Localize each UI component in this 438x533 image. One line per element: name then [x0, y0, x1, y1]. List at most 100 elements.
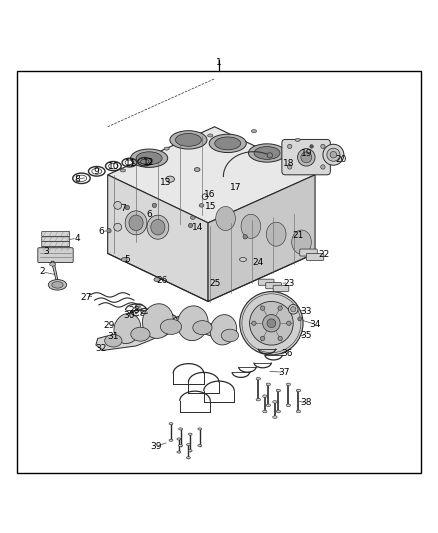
Text: 28: 28 — [128, 305, 140, 314]
Ellipse shape — [266, 404, 271, 407]
Ellipse shape — [251, 130, 257, 133]
Ellipse shape — [138, 306, 141, 308]
Ellipse shape — [177, 438, 181, 440]
Ellipse shape — [330, 151, 337, 158]
Ellipse shape — [114, 201, 122, 209]
Ellipse shape — [240, 257, 247, 262]
Ellipse shape — [129, 215, 143, 231]
Ellipse shape — [142, 304, 173, 338]
Ellipse shape — [193, 321, 212, 335]
Ellipse shape — [286, 404, 290, 407]
Text: 10: 10 — [108, 163, 119, 172]
FancyBboxPatch shape — [42, 246, 70, 251]
Ellipse shape — [287, 321, 291, 326]
Ellipse shape — [263, 314, 280, 332]
Ellipse shape — [169, 423, 173, 425]
Ellipse shape — [208, 134, 213, 137]
Text: 35: 35 — [300, 331, 312, 340]
Text: 12: 12 — [143, 158, 154, 167]
Ellipse shape — [263, 395, 267, 398]
Ellipse shape — [199, 204, 204, 207]
Text: 33: 33 — [300, 306, 312, 316]
Ellipse shape — [292, 230, 311, 254]
Ellipse shape — [216, 206, 235, 230]
Text: 16: 16 — [204, 190, 215, 199]
Ellipse shape — [298, 317, 302, 321]
FancyBboxPatch shape — [273, 285, 289, 292]
FancyBboxPatch shape — [42, 241, 70, 246]
Text: 13: 13 — [160, 177, 172, 187]
Ellipse shape — [107, 229, 111, 233]
Ellipse shape — [136, 152, 162, 165]
Ellipse shape — [261, 336, 265, 341]
FancyBboxPatch shape — [38, 248, 73, 263]
Ellipse shape — [131, 327, 150, 341]
Ellipse shape — [243, 235, 247, 239]
FancyBboxPatch shape — [306, 253, 324, 261]
Ellipse shape — [120, 169, 126, 172]
Ellipse shape — [194, 167, 200, 172]
Ellipse shape — [290, 306, 296, 312]
FancyBboxPatch shape — [266, 282, 282, 289]
Ellipse shape — [198, 428, 202, 430]
Ellipse shape — [210, 314, 237, 345]
Ellipse shape — [276, 389, 281, 392]
Ellipse shape — [135, 312, 137, 314]
Ellipse shape — [188, 433, 192, 435]
Polygon shape — [208, 175, 315, 302]
Text: 18: 18 — [283, 159, 295, 168]
Ellipse shape — [261, 306, 265, 310]
Ellipse shape — [256, 398, 261, 401]
Text: 1: 1 — [216, 58, 222, 67]
Ellipse shape — [286, 383, 290, 386]
Ellipse shape — [169, 439, 173, 441]
FancyBboxPatch shape — [42, 231, 70, 236]
Ellipse shape — [276, 410, 281, 413]
Text: 36: 36 — [281, 349, 293, 358]
Text: 34: 34 — [309, 320, 321, 329]
Text: 6: 6 — [98, 227, 104, 236]
Ellipse shape — [323, 144, 344, 165]
Text: 3: 3 — [44, 247, 49, 256]
Ellipse shape — [147, 215, 169, 239]
Ellipse shape — [52, 281, 63, 288]
Ellipse shape — [278, 306, 283, 310]
Text: 25: 25 — [209, 279, 220, 288]
Text: 8: 8 — [74, 175, 80, 184]
Ellipse shape — [166, 176, 174, 182]
Text: 27: 27 — [80, 293, 92, 302]
Text: 23: 23 — [283, 279, 294, 288]
Ellipse shape — [215, 137, 241, 150]
Ellipse shape — [125, 205, 130, 210]
Ellipse shape — [288, 165, 292, 169]
Ellipse shape — [288, 144, 292, 149]
Polygon shape — [108, 175, 208, 302]
Ellipse shape — [114, 313, 141, 344]
Text: 22: 22 — [318, 250, 329, 259]
Ellipse shape — [164, 147, 169, 150]
Ellipse shape — [191, 216, 195, 220]
Text: 37: 37 — [278, 368, 290, 377]
Text: 38: 38 — [300, 398, 312, 407]
Ellipse shape — [152, 203, 156, 207]
Polygon shape — [96, 320, 237, 350]
Ellipse shape — [295, 139, 300, 141]
Ellipse shape — [198, 445, 202, 447]
Text: 24: 24 — [253, 257, 264, 266]
Ellipse shape — [179, 428, 183, 430]
Ellipse shape — [49, 263, 56, 266]
Ellipse shape — [121, 257, 127, 262]
Ellipse shape — [144, 310, 146, 312]
Ellipse shape — [48, 280, 67, 290]
Text: 7: 7 — [120, 204, 126, 213]
Text: 5: 5 — [124, 255, 130, 264]
Ellipse shape — [114, 223, 122, 231]
Text: 17: 17 — [230, 183, 241, 192]
Ellipse shape — [267, 152, 272, 158]
Ellipse shape — [187, 457, 191, 459]
Ellipse shape — [105, 334, 122, 347]
FancyBboxPatch shape — [42, 237, 70, 241]
FancyBboxPatch shape — [300, 249, 317, 256]
Text: 14: 14 — [191, 223, 203, 232]
Ellipse shape — [170, 131, 207, 149]
